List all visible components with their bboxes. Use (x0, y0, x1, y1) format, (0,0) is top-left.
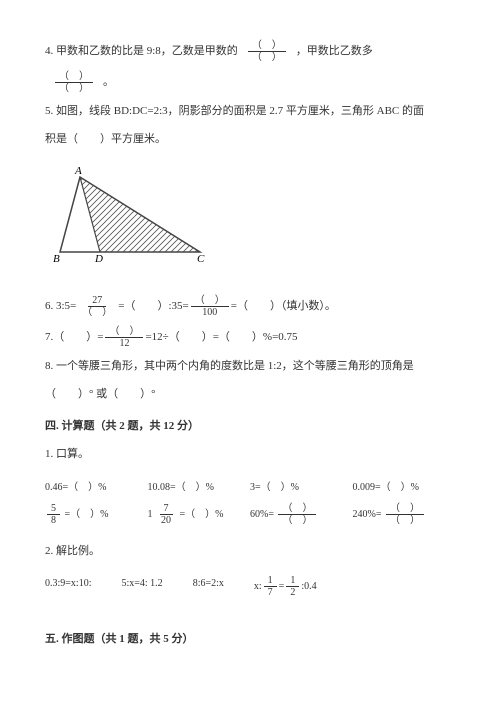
section-4-heading: 四. 计算题（共 2 题，共 12 分） (45, 417, 455, 437)
question-4-line2: （ ） （ ） 。 (45, 71, 455, 94)
calc-1a: 0.46=（ ）% (45, 479, 148, 497)
prop-d: x:17=12:0.4 (254, 575, 317, 598)
label-D: D (94, 253, 103, 265)
question-8-line2: （ ）° 或（ ）° (45, 385, 455, 405)
calc-2c: 60%= （ ）（ ） (250, 503, 353, 526)
question-8-line1: 8. 一个等腰三角形，其中两个内角的度数比是 1:2，这个等腰三角形的顶角是 (45, 357, 455, 377)
q4-fraction-1: （ ） （ ） (248, 40, 286, 63)
question-4: 4. 甲数和乙数的比是 9:8，乙数是甲数的 （ ） （ ） ，甲数比乙数多 (45, 40, 455, 63)
triangle-figure: A B D C (45, 162, 455, 280)
prop-a: 0.3:9=x:10: (45, 575, 91, 598)
prop-c: 8:6=2:x (193, 575, 224, 598)
q7-fraction: （ ） 12 (105, 326, 143, 349)
question-7: 7.（ ）= （ ） 12 =12÷（ ）=（ ）%=0.75 (45, 326, 455, 349)
calc-row-1: 0.46=（ ）% 10.08=（ ）% 3=（ ）% 0.009=（ ）% (45, 479, 455, 497)
q6-fraction-2: （ ） 100 (191, 295, 229, 318)
sec4-q1: 1. 口算。 (45, 445, 455, 465)
q6-mid-a: =（ ）:35= (118, 297, 188, 317)
calc-row-2: 58 =（ ）% 1 720 =（ ）% 60%= （ ）（ ） 240%= （… (45, 503, 455, 526)
section-5-heading: 五. 作图题（共 1 题，共 5 分） (45, 630, 455, 650)
q6-fraction-1: 27 （ ） (78, 295, 116, 318)
q8-text-b: （ ）° 或（ ）° (45, 385, 156, 405)
proportion-row: 0.3:9=x:10: 5:x=4: 1.2 8:6=2:x x:17=12:0… (45, 575, 455, 598)
q6-mid-b: =（ ）（填小数）。 (231, 297, 336, 317)
calc-1c: 3=（ ）% (250, 479, 353, 497)
calc-2b: 1 720 =（ ）% (148, 503, 251, 526)
prop-b: 5:x=4: 1.2 (121, 575, 162, 598)
calc-1b: 10.08=（ ）% (148, 479, 251, 497)
label-B: B (53, 253, 60, 265)
question-6: 6. 3:5= 27 （ ） =（ ）:35= （ ） 100 =（ ）（填小数… (45, 295, 455, 318)
sec4-q2: 2. 解比例。 (45, 542, 455, 562)
label-C: C (197, 253, 205, 265)
calc-2d: 240%= （ ）（ ） (353, 503, 456, 526)
question-5-line1: 5. 如图，线段 BD:DC=2:3，阴影部分的面积是 2.7 平方厘米，三角形… (45, 102, 455, 122)
q4-text-b: ，甲数比乙数多 (296, 42, 373, 62)
label-A: A (74, 165, 82, 177)
q4-text-a: 4. 甲数和乙数的比是 9:8，乙数是甲数的 (45, 42, 238, 62)
q5-text-b: 积是（ ）平方厘米。 (45, 130, 166, 150)
calc-2a: 58 =（ ）% (45, 503, 148, 526)
q4-period: 。 (103, 73, 114, 93)
q7-rest: =12÷（ ）=（ ）%=0.75 (145, 328, 297, 348)
q8-text-a: 8. 一个等腰三角形，其中两个内角的度数比是 1:2，这个等腰三角形的顶角是 (45, 357, 414, 377)
q7-prefix: 7.（ ）= (45, 328, 103, 348)
q5-text-a: 5. 如图，线段 BD:DC=2:3，阴影部分的面积是 2.7 平方厘米，三角形… (45, 102, 424, 122)
question-5-line2: 积是（ ）平方厘米。 (45, 130, 455, 150)
q6-prefix: 6. 3:5= (45, 297, 76, 317)
calc-1d: 0.009=（ ）% (353, 479, 456, 497)
q4-fraction-2: （ ） （ ） (55, 71, 93, 94)
